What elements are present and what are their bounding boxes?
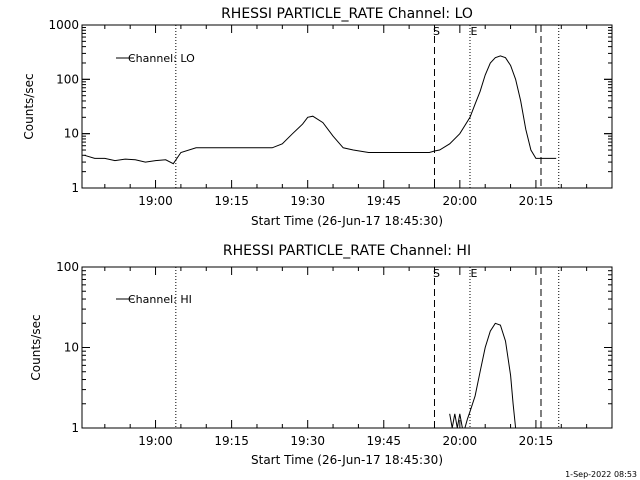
series-line bbox=[84, 55, 557, 165]
timestamp: 1-Sep-2022 08:53 bbox=[565, 470, 637, 479]
y-axis-label: Counts/sec bbox=[22, 73, 36, 139]
x-tick-label: 20:00 bbox=[443, 194, 478, 208]
plot-frame bbox=[81, 266, 613, 429]
chart-panel-hi: RHESSI PARTICLE_RATE Channel: HI Start Ti… bbox=[29, 243, 613, 467]
y-tick-label: 1 bbox=[71, 181, 79, 195]
y-tick-label: 1 bbox=[71, 421, 79, 435]
plot-frame bbox=[81, 24, 613, 189]
series-line bbox=[449, 322, 517, 429]
chart-title: RHESSI PARTICLE_RATE Channel: HI bbox=[223, 243, 471, 259]
x-tick-label: 20:15 bbox=[519, 434, 554, 448]
x-tick-label: 19:15 bbox=[214, 434, 249, 448]
x-tick-label: 19:00 bbox=[138, 434, 173, 448]
x-tick-label: 20:15 bbox=[519, 194, 554, 208]
x-tick-label: 19:30 bbox=[290, 434, 325, 448]
x-tick-label: 20:00 bbox=[443, 434, 478, 448]
x-tick-label: 19:45 bbox=[366, 194, 401, 208]
y-tick-label: 10 bbox=[64, 341, 79, 355]
legend-label: Channel: LO bbox=[128, 52, 195, 65]
y-tick-label: 10 bbox=[64, 127, 79, 141]
end-marker-label: E bbox=[471, 267, 478, 280]
x-tick-label: 19:00 bbox=[138, 194, 173, 208]
start-marker-label: S bbox=[433, 267, 440, 280]
y-tick-label: 100 bbox=[56, 260, 79, 274]
y-tick-label: 100 bbox=[56, 72, 79, 86]
end-marker-label: E bbox=[471, 25, 478, 38]
y-tick-label: 1000 bbox=[48, 18, 79, 32]
x-tick-label: 19:30 bbox=[290, 194, 325, 208]
x-axis-label: Start Time (26-Jun-17 18:45:30) bbox=[251, 214, 443, 228]
x-tick-label: 19:15 bbox=[214, 194, 249, 208]
chart-panel-lo: RHESSI PARTICLE_RATE Channel: LO Start Ti… bbox=[22, 6, 613, 228]
x-axis-label: Start Time (26-Jun-17 18:45:30) bbox=[251, 453, 443, 467]
y-axis-label: Counts/sec bbox=[29, 314, 43, 380]
x-tick-label: 19:45 bbox=[366, 434, 401, 448]
chart-title: RHESSI PARTICLE_RATE Channel: LO bbox=[221, 6, 473, 22]
legend-label: Channel: HI bbox=[128, 293, 192, 306]
start-marker-label: S bbox=[433, 25, 440, 38]
